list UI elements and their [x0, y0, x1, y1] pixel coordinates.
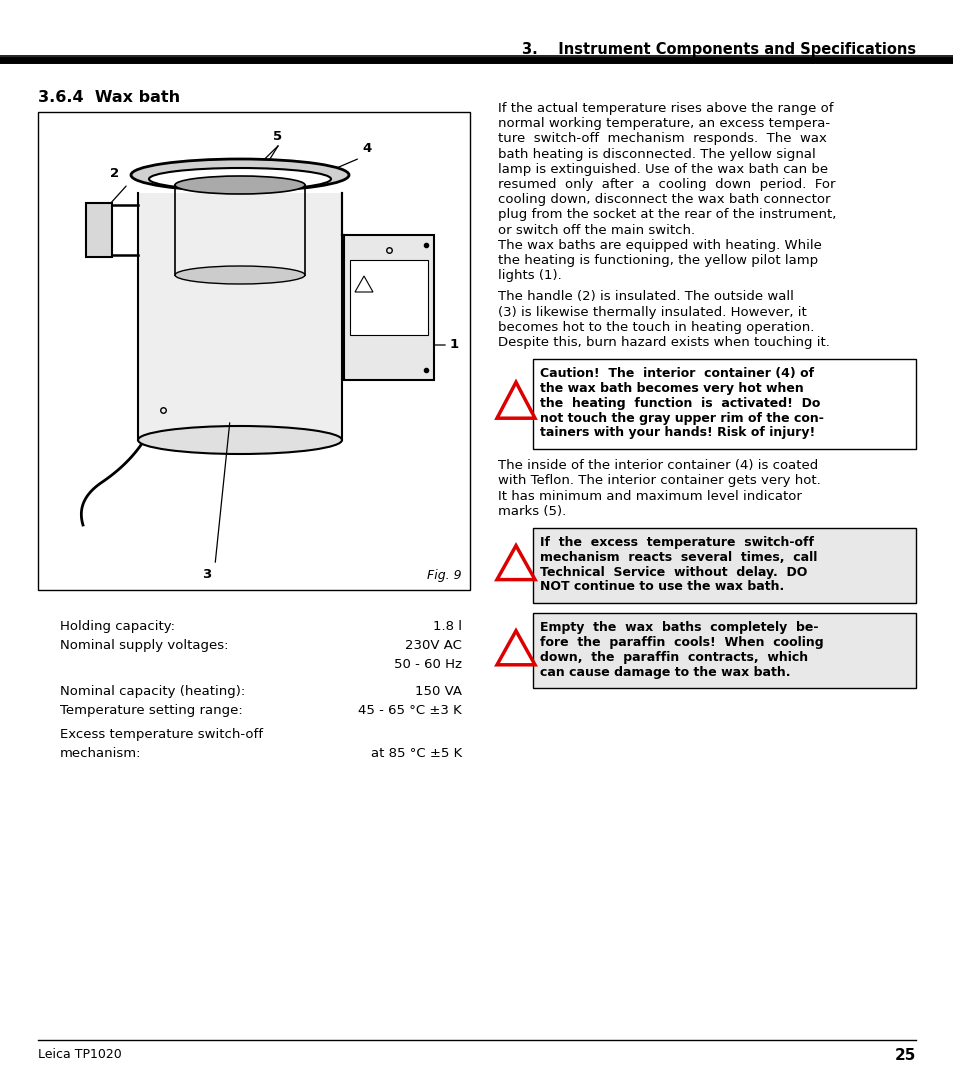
Text: the wax bath becomes very hot when: the wax bath becomes very hot when — [539, 382, 803, 395]
Text: normal working temperature, an excess tempera-: normal working temperature, an excess te… — [497, 118, 829, 131]
FancyBboxPatch shape — [38, 112, 470, 590]
Text: ▬▬▬▬▬▬: ▬▬▬▬▬▬ — [374, 275, 396, 279]
Text: 150 VA: 150 VA — [415, 685, 461, 698]
Text: the heating is functioning, the yellow pilot lamp: the heating is functioning, the yellow p… — [497, 254, 818, 267]
Text: 1.8 l: 1.8 l — [433, 620, 461, 633]
Text: The wax baths are equipped with heating. While: The wax baths are equipped with heating.… — [497, 239, 821, 252]
Polygon shape — [355, 276, 373, 292]
Text: Empty  the  wax  baths  completely  be-: Empty the wax baths completely be- — [539, 621, 818, 634]
FancyBboxPatch shape — [533, 613, 915, 688]
Text: 25: 25 — [894, 1048, 915, 1063]
Text: !: ! — [511, 557, 520, 578]
Text: If the actual temperature rises above the range of: If the actual temperature rises above th… — [497, 102, 833, 114]
Text: 45 - 65 °C ±3 K: 45 - 65 °C ±3 K — [358, 704, 461, 717]
Text: 1: 1 — [450, 338, 458, 351]
FancyBboxPatch shape — [344, 235, 434, 380]
FancyBboxPatch shape — [86, 203, 112, 257]
Ellipse shape — [149, 168, 331, 190]
Text: 50 - 60 Hz: 50 - 60 Hz — [394, 658, 461, 671]
Text: fore  the  paraffin  cools!  When  cooling: fore the paraffin cools! When cooling — [539, 636, 822, 649]
Text: 2: 2 — [111, 167, 119, 180]
Text: becomes hot to the touch in heating operation.: becomes hot to the touch in heating oper… — [497, 321, 814, 334]
Text: down,  the  paraffin  contracts,  which: down, the paraffin contracts, which — [539, 651, 807, 664]
Ellipse shape — [174, 176, 305, 194]
Polygon shape — [497, 545, 535, 580]
Text: ▬▬▬▬▬▬: ▬▬▬▬▬▬ — [374, 315, 396, 319]
Text: not touch the gray upper rim of the con-: not touch the gray upper rim of the con- — [539, 411, 823, 424]
Polygon shape — [497, 631, 535, 665]
Text: Fig. 9: Fig. 9 — [427, 569, 461, 582]
Text: lights (1).: lights (1). — [497, 269, 561, 282]
Text: the  heating  function  is  activated!  Do: the heating function is activated! Do — [539, 396, 820, 409]
Text: It has minimum and maximum level indicator: It has minimum and maximum level indicat… — [497, 489, 801, 502]
Text: Nominal supply voltages:: Nominal supply voltages: — [60, 639, 229, 652]
Text: bath heating is disconnected. The yellow signal: bath heating is disconnected. The yellow… — [497, 148, 815, 161]
Text: lamp is extinguished. Use of the wax bath can be: lamp is extinguished. Use of the wax bat… — [497, 163, 827, 176]
Text: mechanism:: mechanism: — [60, 747, 141, 760]
Text: NOT continue to use the wax bath.: NOT continue to use the wax bath. — [539, 580, 783, 593]
Text: ▬▬▬▬▬▬: ▬▬▬▬▬▬ — [374, 301, 396, 305]
Text: ▬▬▬▬▬▬: ▬▬▬▬▬▬ — [374, 288, 396, 292]
Text: 3.6.4  Wax bath: 3.6.4 Wax bath — [38, 90, 180, 105]
Polygon shape — [497, 382, 535, 418]
Text: with Teflon. The interior container gets very hot.: with Teflon. The interior container gets… — [497, 474, 820, 487]
Text: !: ! — [511, 643, 520, 663]
Text: at 85 °C ±5 K: at 85 °C ±5 K — [371, 747, 461, 760]
Text: 5: 5 — [274, 130, 282, 143]
FancyBboxPatch shape — [533, 528, 915, 604]
Text: Caution!  The  interior  container (4) of: Caution! The interior container (4) of — [539, 367, 813, 380]
Text: 4: 4 — [361, 141, 371, 156]
Text: can cause damage to the wax bath.: can cause damage to the wax bath. — [539, 665, 790, 678]
Text: Excess temperature switch-off: Excess temperature switch-off — [60, 728, 263, 741]
Text: ture  switch-off  mechanism  responds.  The  wax: ture switch-off mechanism responds. The … — [497, 133, 826, 146]
Text: 230V AC: 230V AC — [405, 639, 461, 652]
Text: (3) is likewise thermally insulated. However, it: (3) is likewise thermally insulated. How… — [497, 306, 806, 319]
Text: Nominal capacity (heating):: Nominal capacity (heating): — [60, 685, 245, 698]
FancyBboxPatch shape — [350, 260, 428, 335]
Text: ▬▬▬▬▬▬: ▬▬▬▬▬▬ — [374, 328, 396, 332]
Text: or switch off the main switch.: or switch off the main switch. — [497, 224, 695, 237]
Text: resumed  only  after  a  cooling  down  period.  For: resumed only after a cooling down period… — [497, 178, 835, 191]
Text: plug from the socket at the rear of the instrument,: plug from the socket at the rear of the … — [497, 208, 836, 221]
Text: If  the  excess  temperature  switch-off: If the excess temperature switch-off — [539, 536, 813, 549]
Text: The inside of the interior container (4) is coated: The inside of the interior container (4)… — [497, 459, 818, 472]
Text: Technical  Service  without  delay.  DO: Technical Service without delay. DO — [539, 566, 806, 579]
Text: Despite this, burn hazard exists when touching it.: Despite this, burn hazard exists when to… — [497, 336, 829, 349]
Polygon shape — [138, 193, 341, 440]
Text: tainers with your hands! Risk of injury!: tainers with your hands! Risk of injury! — [539, 427, 815, 440]
Text: marks (5).: marks (5). — [497, 504, 566, 517]
Text: 3: 3 — [202, 568, 212, 581]
Text: !: ! — [511, 396, 520, 416]
Text: mechanism  reacts  several  times,  call: mechanism reacts several times, call — [539, 551, 817, 564]
FancyBboxPatch shape — [533, 360, 915, 449]
Text: !: ! — [362, 284, 365, 291]
Text: Holding capacity:: Holding capacity: — [60, 620, 174, 633]
Ellipse shape — [138, 426, 341, 454]
Ellipse shape — [131, 159, 349, 191]
Text: cooling down, disconnect the wax bath connector: cooling down, disconnect the wax bath co… — [497, 193, 830, 206]
Ellipse shape — [174, 266, 305, 284]
Text: Temperature setting range:: Temperature setting range: — [60, 704, 242, 717]
Text: 3.    Instrument Components and Specifications: 3. Instrument Components and Specificati… — [521, 42, 915, 57]
Text: The handle (2) is insulated. The outside wall: The handle (2) is insulated. The outside… — [497, 291, 793, 303]
Text: Leica TP1020: Leica TP1020 — [38, 1048, 122, 1061]
